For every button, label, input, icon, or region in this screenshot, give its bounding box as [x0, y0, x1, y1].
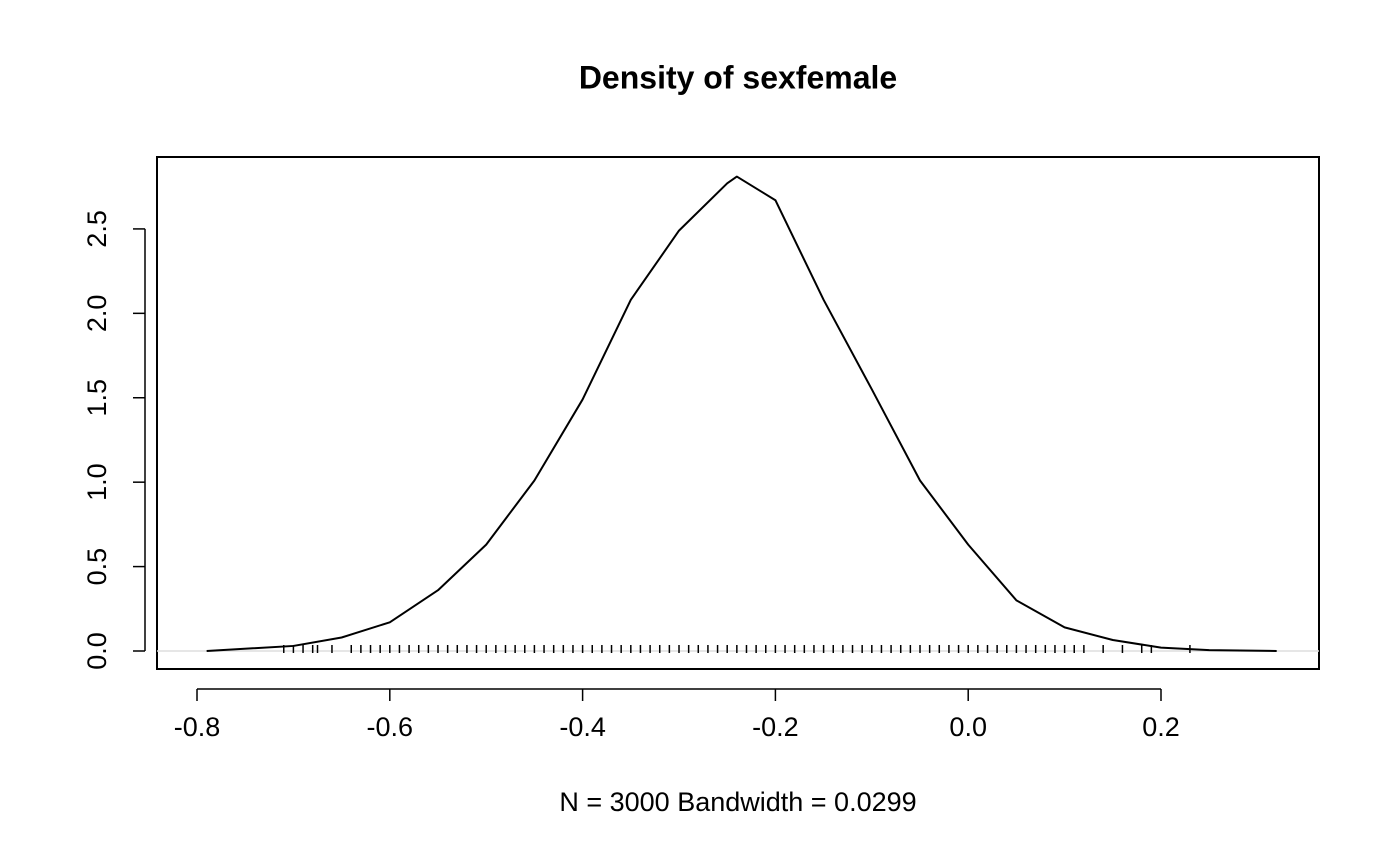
plot-frame [156, 156, 1320, 670]
y-tick-label: 1.5 [82, 379, 112, 417]
x-axis-label: N = 3000 Bandwidth = 0.0299 [559, 787, 916, 817]
y-tick-label: 2.0 [82, 295, 112, 333]
y-tick-label: 2.5 [82, 210, 112, 248]
chart-title: Density of sexfemale [579, 59, 897, 95]
y-tick-label: 0.5 [82, 548, 112, 586]
y-tick-label: 1.0 [82, 463, 112, 501]
x-tick-label: 0.2 [1142, 712, 1180, 742]
x-tick-label: 0.0 [949, 712, 987, 742]
density-line [206, 175, 1277, 653]
x-tick-label: -0.4 [559, 712, 606, 742]
y-tick-label: 0.0 [82, 632, 112, 670]
x-tick-label: -0.6 [367, 712, 414, 742]
x-tick-label: -0.8 [174, 712, 221, 742]
x-tick-label: -0.2 [752, 712, 799, 742]
